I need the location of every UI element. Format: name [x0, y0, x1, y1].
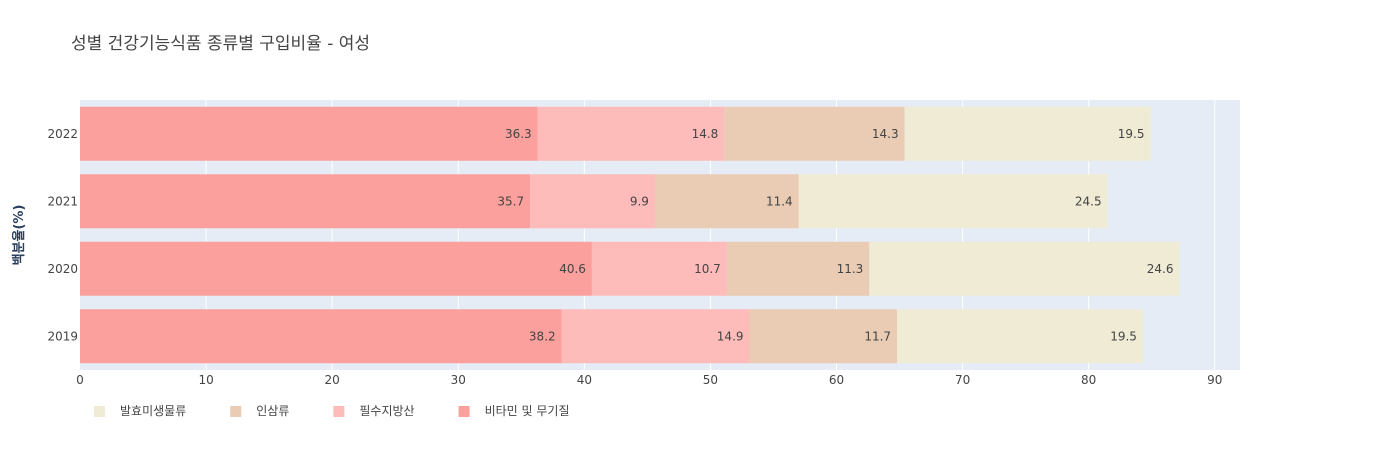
data-label: 11.7	[864, 329, 891, 343]
bar-segment	[591, 241, 727, 296]
bar-segment	[654, 174, 799, 229]
legend-item-label: 인삼류	[256, 404, 289, 418]
x-tick-label: 70	[955, 373, 970, 387]
data-label: 14.9	[717, 329, 744, 343]
data-label: 36.3	[505, 127, 532, 141]
x-axis-ticks: 0 10 20 30 40 50 60 70 80 90	[76, 373, 1222, 387]
data-label: 24.5	[1075, 194, 1102, 208]
data-label: 24.6	[1147, 262, 1174, 276]
bar-segment	[749, 309, 898, 364]
bar-segment	[80, 106, 538, 161]
x-tick-label: 0	[76, 373, 84, 387]
y-tick-label: 2019	[47, 329, 78, 343]
data-label: 19.5	[1118, 127, 1145, 141]
bar-segment	[537, 106, 725, 161]
data-label: 9.9	[630, 194, 649, 208]
chart-title: 성별 건강기능식품 종류별 구입비율 - 여성	[71, 34, 370, 54]
data-label: 14.3	[872, 127, 899, 141]
legend-item-label: 필수지방산	[359, 404, 414, 418]
x-tick-label: 20	[325, 373, 340, 387]
legend: 발효미생물류 인삼류 필수지방산 비타민 및 무기질	[94, 404, 570, 418]
bar-segment	[724, 106, 905, 161]
bar-segment	[798, 174, 1108, 229]
legend-swatch	[333, 406, 345, 417]
data-label: 11.4	[766, 194, 793, 208]
legend-swatch	[94, 406, 105, 417]
data-label: 38.2	[529, 329, 556, 343]
x-tick-label: 30	[451, 373, 466, 387]
bar-segment	[726, 241, 870, 296]
data-label: 10.7	[694, 262, 721, 276]
data-label: 40.6	[559, 262, 586, 276]
y-tick-label: 2020	[47, 262, 78, 276]
legend-swatch	[230, 406, 242, 417]
data-label: 14.8	[692, 127, 719, 141]
x-tick-label: 60	[829, 373, 844, 387]
legend-swatch	[458, 406, 470, 417]
bar-segment	[80, 309, 562, 364]
data-label: 19.5	[1110, 329, 1137, 343]
bar-segment	[869, 241, 1180, 296]
bar-segment	[897, 309, 1143, 364]
x-tick-label: 50	[703, 373, 718, 387]
y-axis-ticks: 2019 2020 2021 2022	[47, 127, 78, 344]
y-tick-label: 2021	[47, 194, 78, 208]
bar-segment	[904, 106, 1151, 161]
bar-segment	[80, 174, 531, 229]
x-tick-label: 10	[198, 373, 213, 387]
data-label: 11.3	[837, 262, 864, 276]
bar-segment	[80, 241, 592, 296]
legend-item-label: 발효미생물류	[120, 404, 186, 418]
bars: 38.2 14.9 11.7 19.5 40.6 10.7 11.3 24.6 35.7 9.9 1…	[80, 106, 1180, 364]
data-label: 35.7	[497, 194, 524, 208]
x-tick-label: 90	[1207, 373, 1222, 387]
bar-segment	[561, 309, 750, 364]
y-tick-label: 2022	[47, 127, 78, 141]
bar-segment	[530, 174, 655, 229]
x-tick-label: 40	[577, 373, 592, 387]
x-tick-label: 80	[1081, 373, 1096, 387]
legend-item-label: 비타민 및 무기질	[485, 404, 570, 418]
y-axis-label: 백분율(%)	[11, 205, 27, 266]
